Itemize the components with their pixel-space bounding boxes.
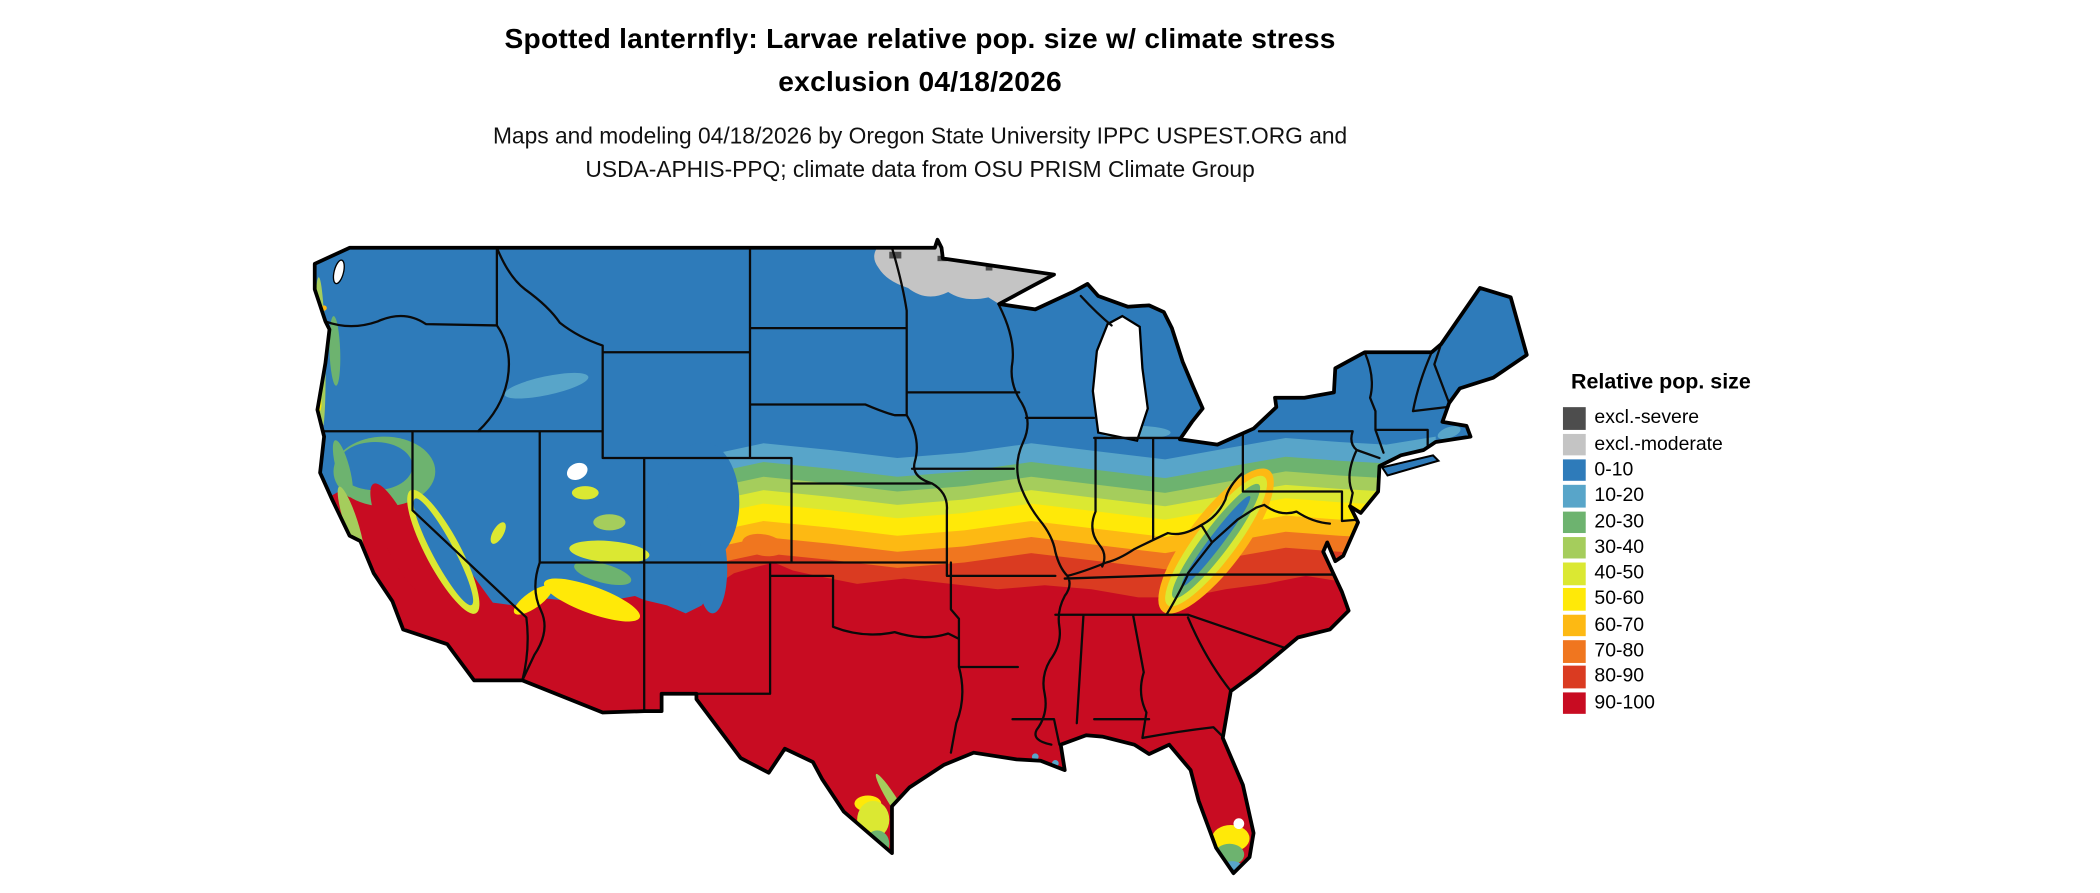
utah-speckle-2 xyxy=(593,514,626,531)
legend-row: 30-40 xyxy=(1562,535,1723,561)
legend-label: 60-70 xyxy=(1594,614,1645,636)
willamette-strip xyxy=(329,316,341,386)
puget-sound xyxy=(332,259,345,285)
legend-swatch xyxy=(1562,485,1586,508)
florida-tip-yellow xyxy=(1212,825,1250,852)
legend-swatch xyxy=(1562,562,1586,585)
legend-label: 90-100 xyxy=(1594,691,1655,714)
raster-fills xyxy=(314,239,1527,874)
legend-row: 20-30 xyxy=(1562,509,1723,535)
legend-swatch xyxy=(1562,433,1586,456)
long-island xyxy=(1380,454,1441,477)
texas-tip-teal xyxy=(873,853,890,870)
legend-row: 40-50 xyxy=(1562,561,1723,587)
legend-label: 40-50 xyxy=(1594,562,1645,585)
us-outline xyxy=(312,237,1529,876)
legend-row: 60-70 xyxy=(1562,613,1723,639)
legend-label: excl.-moderate xyxy=(1594,433,1723,455)
legend-label: 70-80 xyxy=(1594,640,1645,662)
exclusion-moderate-region xyxy=(874,239,1055,305)
state-borders xyxy=(318,246,1451,754)
great-salt-lake xyxy=(566,462,588,481)
legend-swatch xyxy=(1562,536,1586,559)
legend-label: 80-90 xyxy=(1594,666,1645,688)
legend-row: 50-60 xyxy=(1562,587,1723,613)
lake-okeechobee xyxy=(1233,818,1245,830)
south-utah-transition xyxy=(569,540,650,564)
legend-label: 20-30 xyxy=(1594,511,1645,533)
south-nevada-fringe xyxy=(513,585,553,615)
legend-swatch xyxy=(1562,511,1586,534)
coast-range-green xyxy=(332,440,353,498)
central-valley-red xyxy=(370,483,428,594)
legend-row: excl.-severe xyxy=(1562,406,1723,432)
legend-row: 10-20 xyxy=(1562,483,1723,509)
se-colorado-warm-patch xyxy=(742,533,785,557)
colorado-rockies-patch xyxy=(666,441,740,563)
legend-label: excl.-severe xyxy=(1594,407,1700,430)
mogollon-yellow xyxy=(543,578,641,622)
lake-michigan xyxy=(1091,314,1149,442)
plot-title-line2: exclusion 04/18/2026 xyxy=(778,66,1062,98)
cape-cod-teal xyxy=(1437,426,1461,440)
legend-swatch xyxy=(1562,691,1586,715)
delta-blue-dot xyxy=(1043,766,1049,772)
us-map xyxy=(312,237,1529,876)
legend-swatch xyxy=(1562,407,1586,430)
legend-label: 0-10 xyxy=(1594,459,1634,481)
legend-row: 70-80 xyxy=(1562,638,1723,664)
sangre-de-cristo-patch xyxy=(697,525,728,614)
plot-subtitle-line2: USDA-APHIS-PPQ; climate data from OSU PR… xyxy=(585,156,1255,183)
plot-title-line1: Spotted lanternfly: Larvae relative pop.… xyxy=(504,24,1336,55)
legend-row: 80-90 xyxy=(1562,664,1723,690)
legend-swatch xyxy=(1562,640,1586,663)
legend-swatch xyxy=(1562,666,1586,689)
legend-row: excl.-moderate xyxy=(1562,432,1723,458)
legend-swatch xyxy=(1562,614,1586,637)
legend-label: 50-60 xyxy=(1594,588,1645,611)
legend-row: 0-10 xyxy=(1562,457,1723,483)
legend-swatch xyxy=(1562,588,1586,611)
plot-subtitle-line1: Maps and modeling 04/18/2026 by Oregon S… xyxy=(492,123,1348,149)
utah-speckle xyxy=(571,486,599,500)
snake-plain-patch xyxy=(504,372,589,399)
klamath-blue xyxy=(337,441,413,491)
nevada-speckle xyxy=(490,522,506,544)
legend-entries: excl.-severe excl.-moderate 0-10 10-20 20-30… xyxy=(1562,406,1723,716)
legend-label: 10-20 xyxy=(1594,485,1645,507)
legend-row: 90-100 xyxy=(1562,690,1723,716)
legend-label: 30-40 xyxy=(1594,536,1645,559)
mogollon-green xyxy=(574,561,632,586)
legend-swatch xyxy=(1562,459,1586,482)
legend-title: Relative pop. size xyxy=(1570,370,1751,394)
delta-teal-dot xyxy=(1031,753,1039,761)
